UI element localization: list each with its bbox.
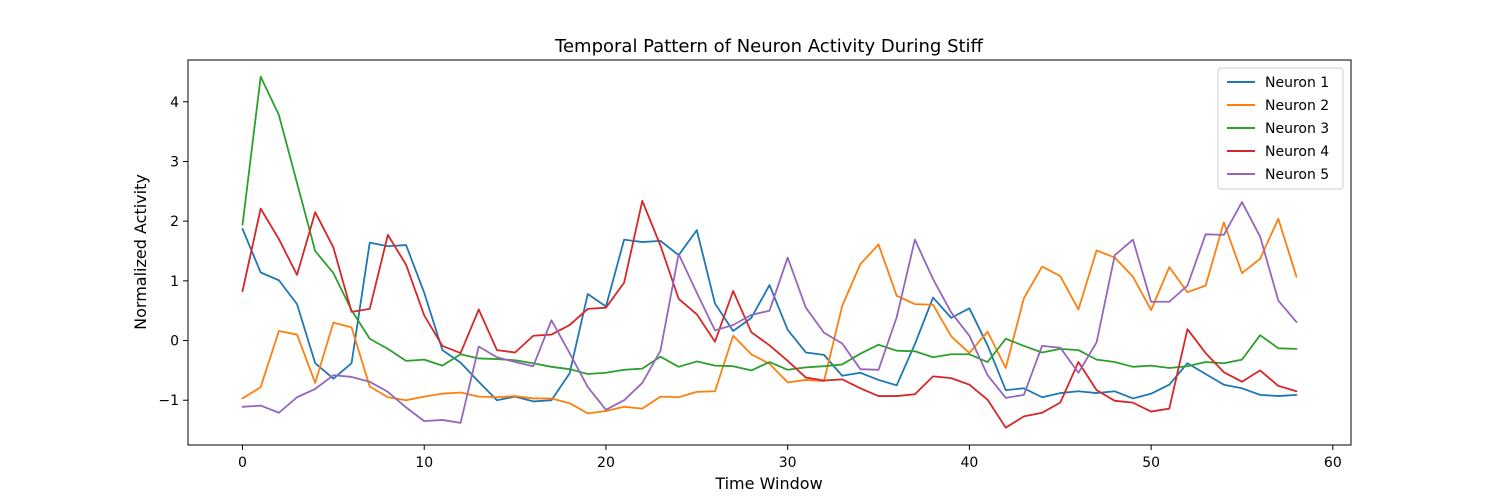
series-line-2 [241, 217, 1298, 415]
series-line-5 [241, 201, 1298, 424]
x-axis: 0 10 20 30 40 50 60 [238, 445, 1342, 471]
x-tick-label: 30 [779, 455, 797, 471]
legend-box [1217, 67, 1344, 190]
x-tick-label: 60 [1324, 455, 1342, 471]
y-tick-label: 3 [170, 154, 179, 170]
legend-label-1: Neuron 1 [1265, 75, 1329, 91]
legend-label-4: Neuron 4 [1265, 144, 1329, 160]
chart-title: Temporal Pattern of Neuron Activity Duri… [554, 36, 984, 57]
legend: Neuron 1 Neuron 2 Neuron 3 Neuron 4 Neuron 5 [1217, 67, 1344, 190]
legend-label-3: Neuron 3 [1265, 121, 1329, 137]
y-axis-label: Normalized Activity [131, 174, 150, 330]
series-line-3 [241, 75, 1298, 375]
y-axis: −1 0 1 2 3 4 [158, 95, 188, 409]
x-tick-label: 40 [960, 455, 978, 471]
x-tick-label: 20 [597, 455, 615, 471]
plot-area [187, 59, 1352, 446]
x-axis-label: Time Window [714, 474, 822, 493]
y-tick-label: −1 [158, 393, 179, 409]
y-tick-label: 2 [170, 214, 179, 230]
series-lines [241, 75, 1298, 429]
x-tick-label: 50 [1142, 455, 1160, 471]
plot-frame [187, 59, 1352, 446]
y-tick-label: 1 [170, 274, 179, 290]
legend-label-2: Neuron 2 [1265, 98, 1329, 114]
y-tick-label: 0 [170, 334, 179, 350]
series-line-1 [241, 228, 1298, 403]
x-tick-label: 0 [238, 455, 247, 471]
series-line-4 [241, 199, 1298, 429]
y-tick-label: 4 [170, 95, 179, 111]
x-tick-label: 10 [415, 455, 433, 471]
legend-label-5: Neuron 5 [1265, 167, 1329, 183]
